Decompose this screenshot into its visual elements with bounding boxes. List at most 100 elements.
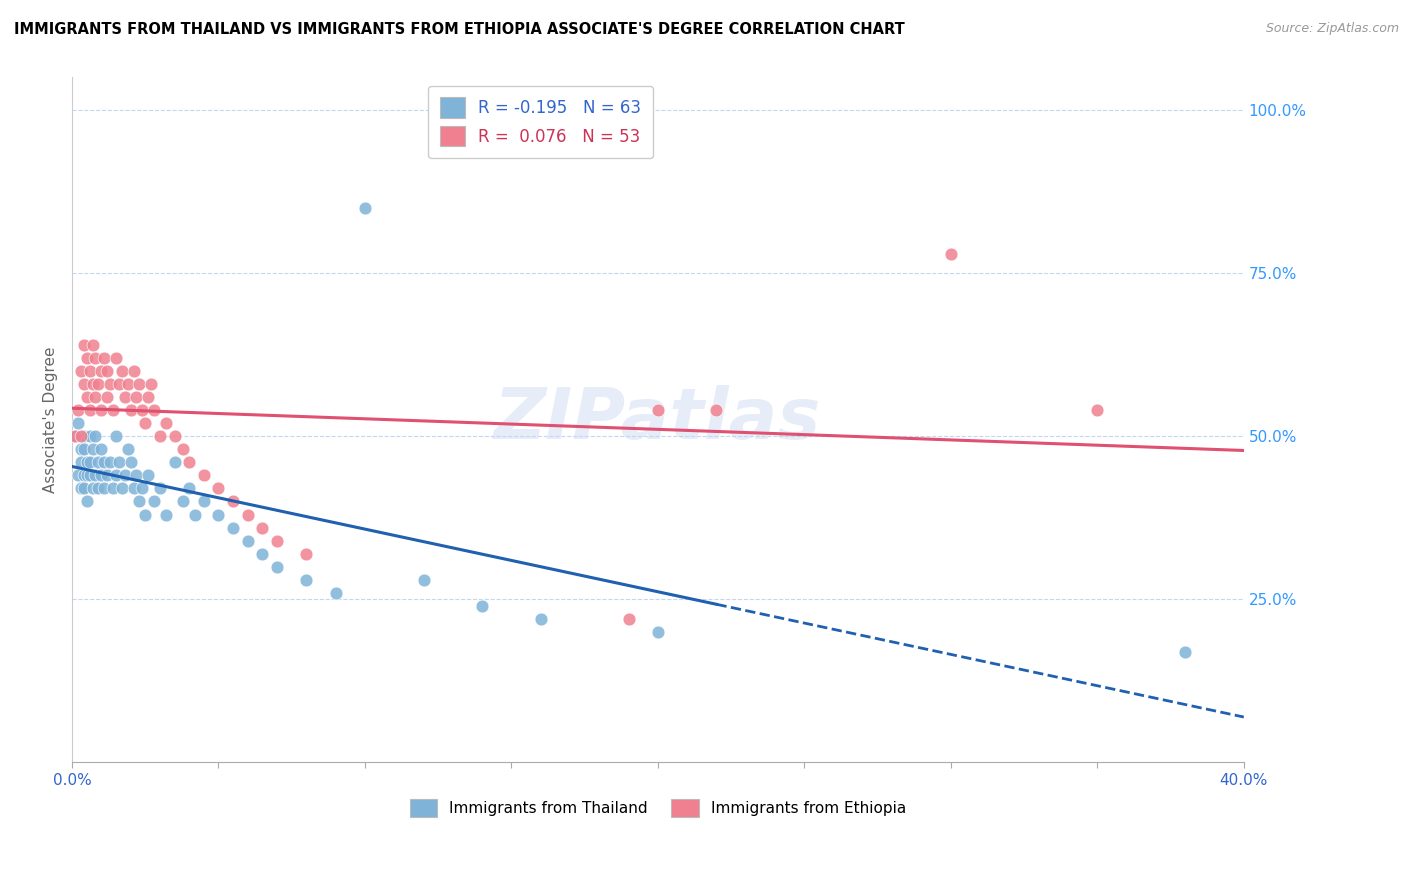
Point [122, 364, 145, 378]
Point [134, 416, 156, 430]
Point [222, 520, 245, 534]
Point [76, 351, 98, 365]
Point [93, 351, 115, 365]
Point [104, 429, 127, 443]
Point [172, 494, 194, 508]
Point [193, 494, 215, 508]
Point [79, 468, 101, 483]
Point [63, 429, 86, 443]
Point [149, 482, 172, 496]
Point [76, 455, 98, 469]
Point [172, 442, 194, 457]
Point [82, 442, 104, 457]
Point [471, 599, 494, 613]
Point [87, 455, 110, 469]
Point [79, 429, 101, 443]
Point [155, 508, 177, 522]
Point [90, 468, 112, 483]
Point [84, 429, 107, 443]
Point [93, 455, 115, 469]
Point [117, 377, 139, 392]
Point [111, 364, 134, 378]
Point [90, 403, 112, 417]
Point [125, 468, 148, 483]
Point [128, 377, 150, 392]
Point [179, 455, 201, 469]
Point [111, 482, 134, 496]
Point [295, 573, 318, 587]
Point [73, 468, 96, 483]
Point [120, 455, 142, 469]
Point [236, 508, 259, 522]
Point [96, 364, 118, 378]
Point [266, 533, 288, 548]
Point [76, 494, 98, 508]
Point [69, 442, 91, 457]
Point [63, 429, 86, 443]
Point [136, 468, 159, 483]
Point [117, 442, 139, 457]
Point [84, 468, 107, 483]
Point [354, 201, 377, 215]
Point [252, 547, 274, 561]
Point [207, 482, 229, 496]
Point [114, 390, 136, 404]
Legend: Immigrants from Thailand, Immigrants from Ethiopia: Immigrants from Thailand, Immigrants fro… [404, 792, 912, 823]
Point [87, 482, 110, 496]
Point [73, 338, 96, 352]
Point [295, 547, 318, 561]
Point [101, 482, 124, 496]
Point [104, 351, 127, 365]
Point [179, 482, 201, 496]
Y-axis label: Associate's Degree: Associate's Degree [44, 347, 58, 493]
Point [155, 416, 177, 430]
Point [163, 455, 186, 469]
Point [122, 482, 145, 496]
Point [128, 494, 150, 508]
Point [134, 508, 156, 522]
Point [236, 533, 259, 548]
Point [706, 403, 728, 417]
Point [73, 377, 96, 392]
Point [125, 390, 148, 404]
Point [76, 390, 98, 404]
Point [90, 364, 112, 378]
Point [101, 403, 124, 417]
Point [69, 455, 91, 469]
Point [96, 390, 118, 404]
Point [1085, 403, 1108, 417]
Point [136, 390, 159, 404]
Point [69, 429, 91, 443]
Point [82, 482, 104, 496]
Point [120, 403, 142, 417]
Point [69, 364, 91, 378]
Point [149, 429, 172, 443]
Point [143, 403, 166, 417]
Point [66, 403, 89, 417]
Point [93, 482, 115, 496]
Point [647, 624, 669, 639]
Point [193, 468, 215, 483]
Point [82, 377, 104, 392]
Point [79, 364, 101, 378]
Point [108, 455, 131, 469]
Text: ZIPatlas: ZIPatlas [494, 385, 821, 454]
Point [108, 377, 131, 392]
Point [163, 429, 186, 443]
Point [66, 468, 89, 483]
Point [73, 442, 96, 457]
Point [79, 403, 101, 417]
Point [131, 403, 153, 417]
Point [73, 482, 96, 496]
Point [1174, 644, 1197, 658]
Point [647, 403, 669, 417]
Point [530, 612, 553, 626]
Point [207, 508, 229, 522]
Text: IMMIGRANTS FROM THAILAND VS IMMIGRANTS FROM ETHIOPIA ASSOCIATE'S DEGREE CORRELAT: IMMIGRANTS FROM THAILAND VS IMMIGRANTS F… [14, 22, 905, 37]
Point [66, 416, 89, 430]
Point [252, 520, 274, 534]
Point [222, 494, 245, 508]
Point [412, 573, 434, 587]
Point [143, 494, 166, 508]
Point [98, 377, 121, 392]
